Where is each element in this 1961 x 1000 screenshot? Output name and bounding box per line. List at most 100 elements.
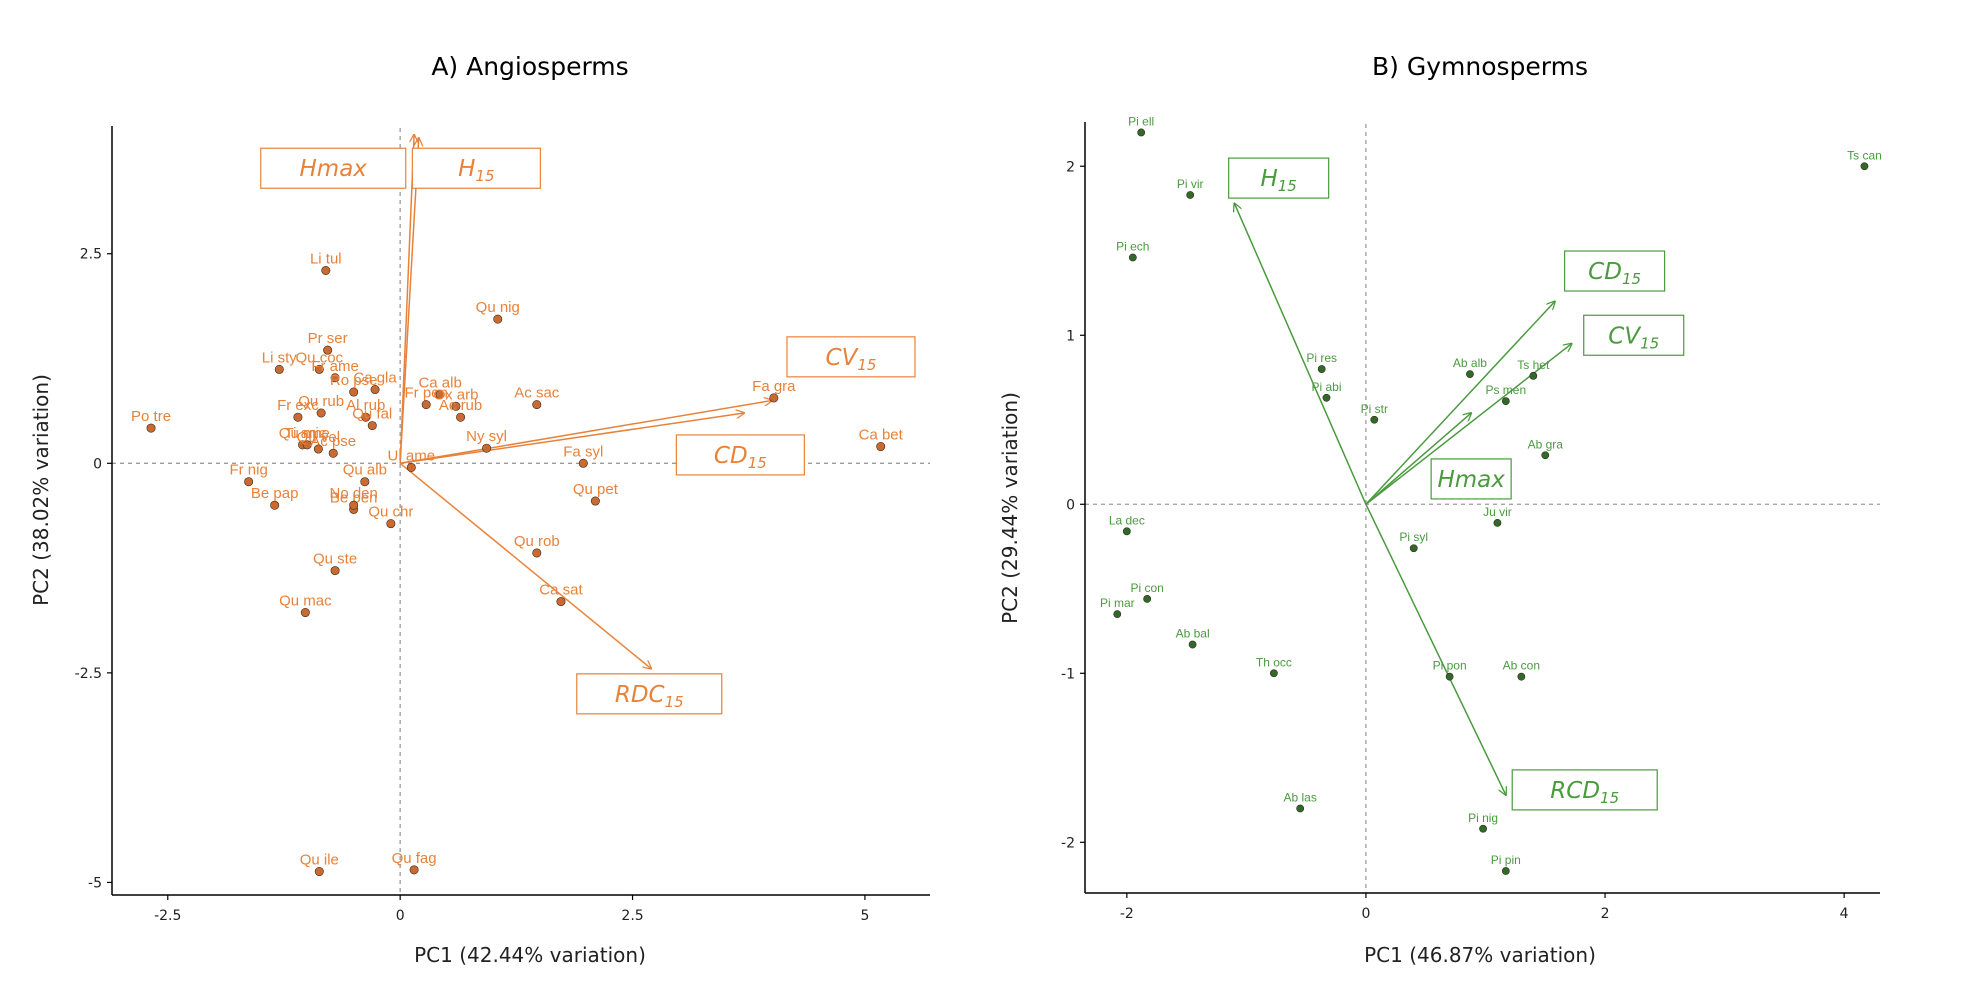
data-point [1137, 128, 1146, 137]
data-point [361, 412, 371, 422]
y-tick-label: 2 [1066, 159, 1075, 175]
vector-label: CD15 [1588, 259, 1641, 288]
data-point [330, 373, 340, 383]
data-point [1317, 365, 1326, 373]
point-label: Ti ame [285, 425, 330, 442]
data-point [1186, 191, 1195, 199]
data-point [1860, 162, 1869, 171]
point-label: Fa syl [563, 443, 603, 460]
loading-vector [400, 400, 772, 465]
data-point [1322, 393, 1331, 402]
data-point [1529, 371, 1538, 380]
point-label: Pi ell [1128, 114, 1154, 128]
point-label: Qu fag [392, 850, 437, 867]
loading-vector [1365, 301, 1555, 505]
data-point [493, 314, 503, 324]
vector-label-box: RDC15 [576, 673, 723, 715]
vector-label: H15 [1260, 166, 1296, 195]
data-point [367, 421, 377, 431]
point-label: Qu alb [343, 462, 387, 479]
loading-vector [399, 138, 419, 464]
vector-label: Hmax [300, 156, 368, 182]
point-label: Ts het [1517, 358, 1550, 372]
x-axis-label: PC1 (46.87% variation) [1364, 943, 1596, 967]
point-label: Th occ [1256, 655, 1292, 669]
point-label: Qu vel [297, 429, 340, 446]
x-tick-label: 4 [1840, 906, 1849, 922]
point-label: Ab gra [1528, 437, 1564, 451]
data-point [349, 500, 359, 510]
point-label: Pi syl [1399, 530, 1428, 544]
point-label: Ab alb [1453, 356, 1487, 370]
data-point [1370, 415, 1379, 424]
point-label: Ac sac [514, 385, 560, 402]
point-label: Ab las [1284, 790, 1317, 804]
point-label: Qu ste [313, 551, 357, 568]
y-tick-label: 1 [1066, 328, 1075, 344]
data-point [302, 440, 312, 450]
point-label: Qu ile [300, 852, 339, 869]
x-tick-label: 5 [860, 908, 869, 924]
chart-title: B) Gymnosperms [1372, 52, 1588, 81]
loading-vector [399, 462, 651, 668]
point-label: Ca bet [859, 427, 904, 444]
point-label: Qu rub [298, 393, 344, 410]
vector-label-box: Hmax [260, 147, 407, 189]
vector-label-box: RCD15 [1511, 769, 1658, 811]
point-label: Pi abi [1311, 380, 1341, 394]
point-label: Ac pse [310, 433, 356, 450]
point-label: Qu coc [296, 349, 344, 366]
x-tick-label: 0 [1361, 906, 1370, 922]
data-point [409, 865, 419, 875]
data-point [456, 412, 466, 422]
point-label: Ny syl [466, 428, 507, 445]
point-label: Fr ame [311, 358, 359, 375]
vector-label-box: CD15 [1564, 250, 1666, 292]
data-point [321, 266, 331, 276]
data-point [1122, 527, 1131, 536]
y-tick-label: -1 [1061, 666, 1075, 682]
data-point [1479, 824, 1487, 833]
point-label: Ca gla [353, 370, 397, 387]
data-point [482, 443, 492, 453]
vector-label-box: H15 [1228, 157, 1330, 199]
point-label: Qu fal [352, 406, 392, 423]
x-tick-label: -2 [1120, 906, 1134, 922]
point-label: La dec [1109, 513, 1145, 527]
data-point [244, 477, 254, 487]
data-point [590, 496, 600, 506]
y-tick-label: -2 [1061, 835, 1075, 851]
point-label: Qu chr [368, 504, 413, 521]
loading-vector [1365, 413, 1471, 505]
point-label: Be pen [330, 489, 378, 506]
data-point [270, 500, 280, 510]
data-point [1113, 610, 1122, 619]
point-label: Qu mic [279, 425, 327, 442]
point-label: Ul ame [388, 447, 436, 464]
data-point [386, 519, 396, 529]
point-label: Al rub [346, 397, 385, 414]
data-point [876, 442, 886, 452]
x-tick-label: -2.5 [154, 908, 181, 924]
vector-label-box: CD15 [675, 434, 805, 476]
point-label: Qu rob [514, 533, 560, 550]
point-label: No den [329, 485, 377, 502]
data-point [293, 412, 303, 422]
data-point [406, 462, 416, 472]
point-label: Pi ech [1116, 240, 1149, 254]
vector-label: CV15 [1608, 323, 1659, 352]
data-point [532, 548, 542, 558]
x-tick-label: 0 [396, 908, 405, 924]
point-label: Qu pet [573, 481, 619, 498]
data-point [1296, 804, 1305, 813]
loading-vector [1365, 344, 1572, 505]
y-tick-label: -2.5 [75, 666, 102, 682]
data-point [1501, 867, 1510, 875]
data-point [1188, 640, 1197, 649]
vector-label: H15 [458, 156, 494, 185]
point-label: Pi pin [1491, 853, 1521, 867]
data-point [578, 458, 588, 468]
chart-title: A) Angiosperms [431, 52, 628, 81]
loading-vector [1234, 203, 1367, 505]
